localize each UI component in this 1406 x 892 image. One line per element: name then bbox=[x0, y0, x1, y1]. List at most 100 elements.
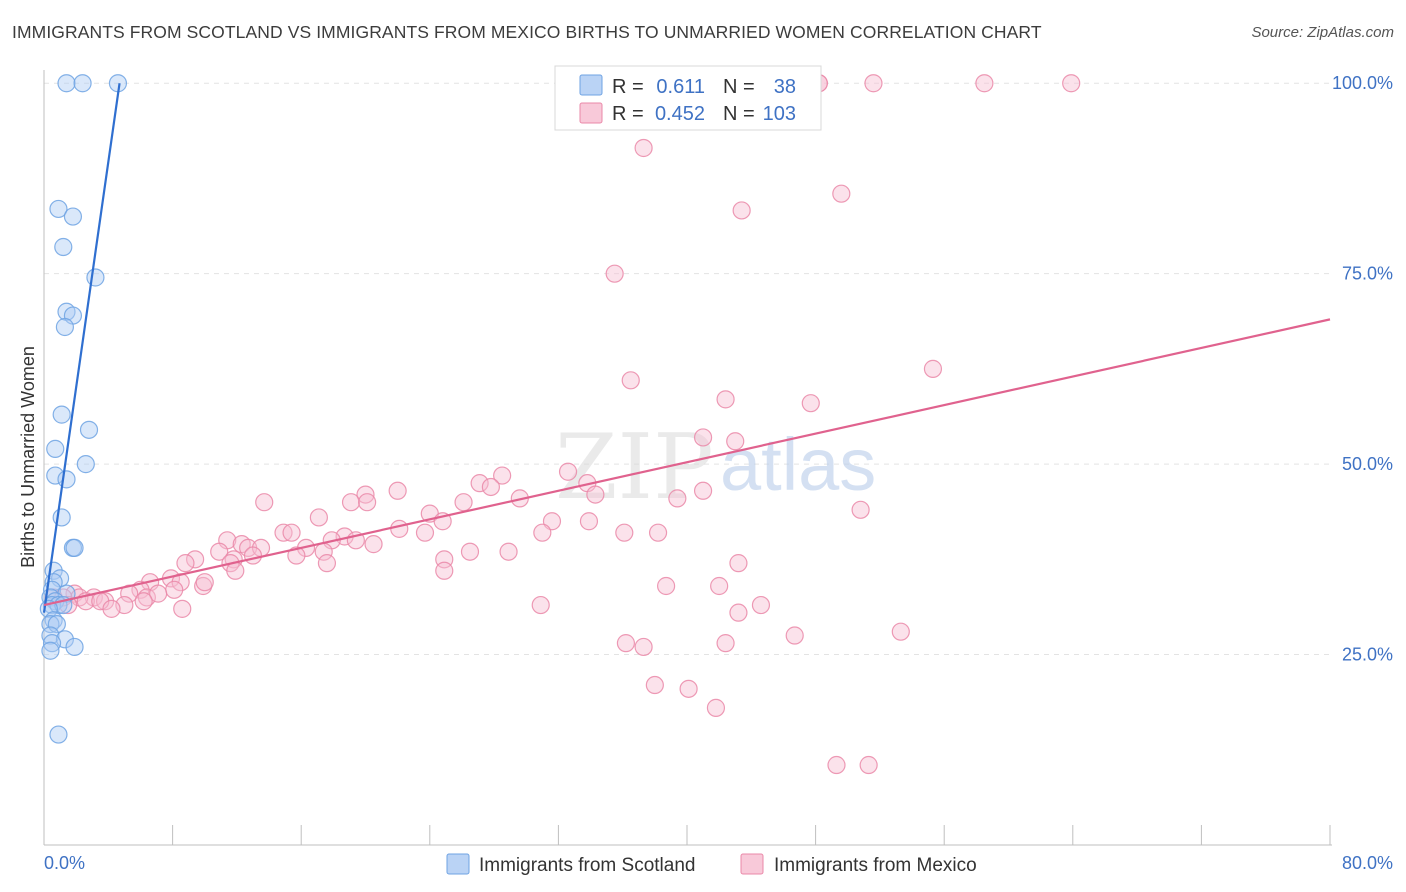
stats-legend-swatch-scotland bbox=[579, 74, 603, 96]
legend-swatch-mexico bbox=[740, 853, 764, 875]
point-mexico bbox=[729, 554, 748, 573]
point-scotland bbox=[47, 614, 66, 634]
point-mexico bbox=[388, 481, 407, 500]
point-mexico bbox=[195, 573, 214, 592]
legend-swatch-scotland bbox=[446, 853, 470, 875]
y-axis-label: Births to Unmarried Women bbox=[18, 346, 38, 568]
point-mexico bbox=[729, 603, 748, 622]
point-mexico bbox=[579, 512, 599, 531]
point-mexico bbox=[615, 523, 634, 542]
point-mexico bbox=[415, 523, 435, 542]
point-mexico bbox=[732, 201, 751, 220]
stats-legend-n-mexico: 103 bbox=[763, 103, 796, 125]
point-mexico bbox=[210, 542, 229, 561]
y-tick-label: 50.0% bbox=[1342, 454, 1393, 474]
point-mexico bbox=[255, 493, 274, 512]
point-mexico bbox=[693, 481, 713, 500]
point-mexico bbox=[134, 592, 153, 611]
point-mexico bbox=[975, 74, 994, 93]
point-mexico bbox=[356, 485, 375, 504]
point-mexico bbox=[165, 580, 184, 599]
series-legend: Immigrants from Scotland Immigrants from… bbox=[446, 853, 977, 876]
gridlines bbox=[44, 82, 1330, 656]
stats-legend-r-scotland: 0.611 bbox=[656, 76, 705, 98]
point-mexico bbox=[645, 675, 664, 695]
point-scotland bbox=[63, 207, 83, 226]
y-tick-label: 100.0% bbox=[1332, 73, 1393, 93]
point-scotland bbox=[52, 405, 71, 424]
point-mexico bbox=[785, 626, 804, 645]
stats-legend-n-label-2: N = bbox=[723, 103, 755, 125]
point-mexico bbox=[1062, 74, 1081, 93]
y-tick-labels: 25.0% 50.0% 75.0% 100.0% bbox=[1332, 73, 1393, 664]
point-mexico bbox=[317, 554, 337, 573]
point-mexico bbox=[470, 474, 489, 493]
point-scotland bbox=[57, 74, 76, 93]
point-mexico bbox=[287, 546, 306, 565]
point-mexico bbox=[668, 489, 687, 508]
point-mexico bbox=[726, 432, 745, 451]
point-scotland bbox=[46, 439, 65, 458]
point-mexico bbox=[531, 595, 550, 615]
point-scotland bbox=[41, 641, 60, 660]
point-scotland bbox=[65, 637, 84, 657]
point-scotland bbox=[49, 199, 68, 219]
point-scotland bbox=[57, 470, 76, 489]
trendline-scotland bbox=[42, 83, 121, 613]
point-mexico bbox=[751, 595, 771, 615]
point-mexico bbox=[586, 485, 605, 504]
point-mexico bbox=[605, 264, 624, 283]
point-mexico bbox=[176, 554, 195, 573]
point-mexico bbox=[102, 599, 121, 618]
y-tick-label: 25.0% bbox=[1342, 645, 1393, 665]
point-scotland bbox=[41, 626, 60, 645]
point-mexico bbox=[481, 477, 500, 497]
watermark-zip: ZIP bbox=[555, 415, 714, 520]
series-scotland bbox=[39, 74, 128, 744]
point-mexico bbox=[832, 184, 851, 203]
point-mexico bbox=[716, 634, 735, 653]
point-mexico bbox=[864, 74, 883, 93]
point-mexico bbox=[827, 755, 846, 775]
point-mexico bbox=[309, 508, 328, 527]
point-mexico bbox=[716, 390, 735, 409]
stats-legend-n-scotland: 38 bbox=[774, 76, 796, 98]
point-mexico bbox=[364, 535, 383, 554]
trendline-mexico bbox=[43, 318, 1331, 607]
point-mexico bbox=[95, 592, 115, 611]
point-mexico bbox=[634, 637, 653, 657]
point-mexico bbox=[621, 371, 640, 390]
legend-label-scotland: Immigrants from Scotland bbox=[479, 855, 695, 876]
point-mexico bbox=[648, 523, 668, 542]
point-mexico bbox=[454, 493, 473, 512]
point-mexico bbox=[558, 462, 578, 481]
chart-title: IMMIGRANTS FROM SCOTLAND VS IMMIGRANTS F… bbox=[12, 22, 1042, 42]
point-mexico bbox=[533, 523, 552, 542]
point-mexico bbox=[435, 561, 454, 580]
point-mexico bbox=[173, 599, 192, 618]
point-scotland bbox=[54, 237, 73, 257]
point-mexico bbox=[282, 523, 301, 542]
point-scotland bbox=[86, 268, 105, 287]
stats-legend-n-label: N = bbox=[723, 76, 755, 98]
stats-legend-r-label-2: R = bbox=[612, 103, 644, 125]
point-mexico bbox=[616, 634, 636, 653]
point-scotland bbox=[49, 725, 68, 744]
point-mexico bbox=[186, 550, 205, 569]
stats-legend-r-mexico: 0.452 bbox=[655, 103, 705, 125]
point-mexico bbox=[657, 576, 676, 596]
point-mexico bbox=[460, 542, 480, 561]
point-scotland bbox=[42, 634, 62, 653]
point-mexico bbox=[358, 493, 377, 512]
source-credit: Source: ZipAtlas.com bbox=[1251, 24, 1394, 41]
point-mexico bbox=[851, 500, 870, 519]
legend-label-mexico: Immigrants from Mexico bbox=[774, 855, 977, 876]
point-mexico bbox=[801, 394, 820, 413]
point-scotland bbox=[65, 538, 84, 558]
point-scotland bbox=[76, 455, 95, 474]
point-mexico bbox=[891, 622, 910, 641]
point-mexico bbox=[679, 679, 698, 698]
x-tick-label-min: 0.0% bbox=[44, 853, 85, 873]
stats-legend-r-label: R = bbox=[612, 76, 644, 98]
